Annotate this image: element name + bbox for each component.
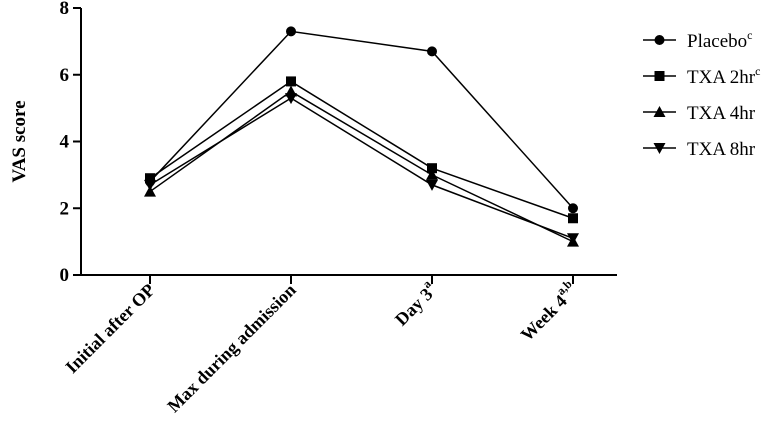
legend-item-txa-4hr: TXA 4hr <box>643 103 756 124</box>
data-point-txa-8hr <box>144 179 156 191</box>
legend-marker <box>653 106 666 117</box>
data-point-txa-4hr <box>144 185 156 197</box>
data-point-txa-8hr <box>426 179 438 191</box>
data-point-txa-8hr <box>285 93 297 105</box>
legend-marker <box>653 143 666 154</box>
data-point-txa-2hr <box>145 173 155 184</box>
data-point-placebo <box>286 26 296 37</box>
legend-item-txa-2hr: TXA 2hrc <box>643 64 760 88</box>
y-tick-label: 0 <box>60 265 70 286</box>
legend-item-placebo: Placeboc <box>643 28 752 52</box>
x-tick-label: Max during admission <box>163 280 300 417</box>
x-tick-label: Day 3a <box>388 277 441 330</box>
x-tick-label: Initial after OP <box>61 280 158 377</box>
y-axis-title: VAS score <box>9 100 30 182</box>
data-point-txa-4hr <box>426 168 438 180</box>
y-tick-label: 4 <box>60 132 70 153</box>
series-line-placebo <box>149 30 574 209</box>
data-point-placebo <box>427 46 437 57</box>
legend-label: TXA 4hr <box>687 103 756 124</box>
data-point-txa-8hr <box>567 233 579 245</box>
data-point-txa-2hr <box>568 213 578 224</box>
legend-label: TXA 2hrc <box>687 64 760 88</box>
y-tick-label: 8 <box>60 0 70 19</box>
axes: 0 2 4 6 8 VAS score Initial after OP Max during… <box>9 0 617 416</box>
data-point-txa-2hr <box>427 163 437 174</box>
data-point-placebo <box>568 203 578 214</box>
series-layer <box>144 26 579 247</box>
legend-marker <box>654 71 665 81</box>
series-placebo <box>145 26 578 214</box>
series-line-txa-8hr <box>149 97 574 239</box>
legend-marker <box>654 35 665 45</box>
y-tick-label: 2 <box>60 198 70 219</box>
x-tick-label: Week 4a,b <box>514 277 582 345</box>
data-point-txa-2hr <box>286 76 296 87</box>
series-txa-4hr <box>144 85 579 247</box>
series-txa-8hr <box>144 93 579 245</box>
y-tick-label: 6 <box>60 65 70 86</box>
legend-label: Placeboc <box>687 28 752 52</box>
legend: Placeboc TXA 2hrc TXA 4hr TXA 8hr <box>643 28 760 160</box>
legend-label: TXA 8hr <box>687 139 756 160</box>
legend-item-txa-8hr: TXA 8hr <box>643 139 756 160</box>
series-line-txa-2hr <box>149 80 574 219</box>
series-txa-2hr <box>145 76 578 224</box>
